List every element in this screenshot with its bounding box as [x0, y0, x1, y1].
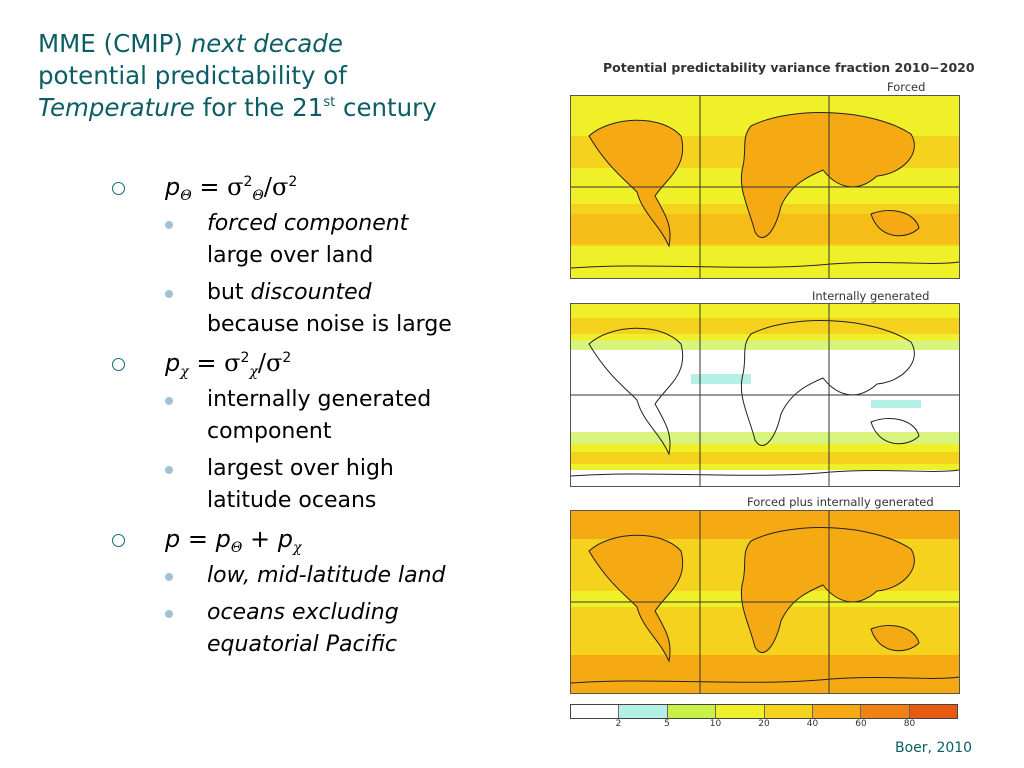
- exponent: 2: [240, 350, 250, 366]
- sub-bullet: largest over high latitude oceans: [165, 453, 532, 517]
- symbol-theta: Θ: [252, 188, 264, 204]
- circle-bullet-icon: [112, 182, 125, 195]
- colorbar-segment: [812, 705, 862, 718]
- colorbar-tick-label: 60: [855, 719, 867, 729]
- equals: =: [191, 173, 228, 201]
- symbol-p: p: [165, 525, 181, 553]
- sub-bullet-text: component: [207, 419, 332, 444]
- map-forced: [570, 95, 960, 279]
- sub-bullet: oceans excluding equatorial Pacific: [165, 597, 532, 661]
- dot-bullet-icon: [165, 397, 173, 405]
- dot-bullet-icon: [165, 573, 173, 581]
- bullet-total-fraction: p = pΘ + pχ: [112, 523, 532, 555]
- colorbar-segment: [861, 705, 910, 718]
- sub-bullet: internally generated component: [165, 384, 532, 448]
- title-line: potential predictability of: [38, 61, 347, 90]
- equals: =: [180, 525, 216, 553]
- dot-bullet-icon: [165, 221, 173, 229]
- exponent: 2: [282, 350, 292, 366]
- colorbar-segment: [909, 705, 957, 718]
- bullet-list: pΘ = σ2Θ/σ2 forced component large over …: [112, 165, 532, 661]
- sub-bullet: low, mid-latitude land: [165, 560, 532, 592]
- sub-bullet-text: latitude oceans: [207, 488, 377, 513]
- symbol-chi: χ: [249, 364, 258, 380]
- figure-title: Potential predictability variance fracti…: [603, 60, 975, 75]
- sub-bullet: but discounted because noise is large: [165, 277, 532, 341]
- slash: /: [257, 349, 266, 377]
- plus: +: [242, 525, 278, 553]
- symbol-sigma: σ: [227, 173, 244, 201]
- sub-bullet-text: equatorial Pacific: [207, 632, 398, 657]
- symbol-chi: χ: [292, 540, 302, 556]
- colorbar-tick-label: 40: [806, 719, 819, 729]
- symbol-p: p: [165, 349, 181, 377]
- panel-label-internal: Internally generated: [810, 289, 932, 303]
- colorbar-segment: [667, 705, 717, 718]
- symbol-sigma: σ: [224, 349, 241, 377]
- title-part: for the 21: [194, 93, 324, 122]
- symbol-theta: Θ: [230, 540, 243, 556]
- circle-bullet-icon: [112, 534, 125, 547]
- colorbar-segment: [716, 705, 765, 718]
- symbol-sigma: σ: [271, 173, 289, 201]
- sub-bullet-text: largest over high: [207, 456, 394, 481]
- map-internal: [570, 303, 960, 487]
- dot-bullet-icon: [165, 290, 173, 298]
- title-part: MME (CMIP): [38, 29, 191, 58]
- sub-bullet-text: oceans excluding: [207, 600, 399, 625]
- title-italic: next decade: [190, 29, 343, 58]
- colorbar-tick-label: 2: [615, 719, 622, 729]
- colorbar: [570, 704, 958, 719]
- symbol-p: p: [277, 525, 293, 553]
- colorbar-segment: [619, 705, 668, 718]
- panel-label-forced: Forced: [885, 80, 928, 94]
- title-italic: Temperature: [38, 93, 195, 122]
- sub-bullet-text: large over land: [207, 243, 374, 268]
- colorbar-tick-label: 10: [709, 719, 722, 729]
- sub-bullet-text: but: [207, 280, 251, 305]
- circle-bullet-icon: [112, 358, 125, 371]
- symbol-theta: Θ: [180, 188, 192, 204]
- colorbar-segment: [764, 705, 813, 718]
- colorbar-segment: [571, 705, 620, 718]
- sub-bullet-text: forced component: [207, 211, 409, 236]
- symbol-p: p: [215, 525, 231, 553]
- title-superscript: st: [323, 95, 336, 110]
- symbol-chi: χ: [180, 364, 189, 380]
- colorbar-tick-label: 5: [664, 719, 670, 729]
- sub-bullet-text: internally generated: [207, 387, 432, 412]
- equals: =: [188, 349, 225, 377]
- sub-bullet: forced component large over land: [165, 208, 532, 272]
- bullet-internal-fraction: pχ = σ2χ/σ2: [112, 347, 532, 379]
- slide-title: MME (CMIP) next decade potential predict…: [38, 28, 538, 124]
- sub-bullet-text: low, mid-latitude land: [207, 563, 446, 588]
- sub-bullet-text: discounted: [250, 280, 372, 305]
- dot-bullet-icon: [165, 466, 173, 474]
- dot-bullet-icon: [165, 610, 173, 618]
- bullet-forced-fraction: pΘ = σ2Θ/σ2: [112, 171, 532, 203]
- citation: Boer, 2010: [895, 740, 973, 756]
- exponent: 2: [288, 174, 298, 190]
- map-combined: [570, 510, 960, 694]
- slash: /: [263, 173, 272, 201]
- panel-label-combined: Forced plus internally generated: [745, 495, 936, 509]
- title-part: century: [335, 93, 437, 122]
- symbol-p: p: [165, 173, 181, 201]
- colorbar-tick-label: 80: [903, 719, 916, 729]
- colorbar-tick-label: 20: [758, 719, 770, 729]
- sub-bullet-text: because noise is large: [207, 312, 452, 337]
- exponent: 2: [243, 174, 253, 190]
- symbol-sigma: σ: [265, 349, 283, 377]
